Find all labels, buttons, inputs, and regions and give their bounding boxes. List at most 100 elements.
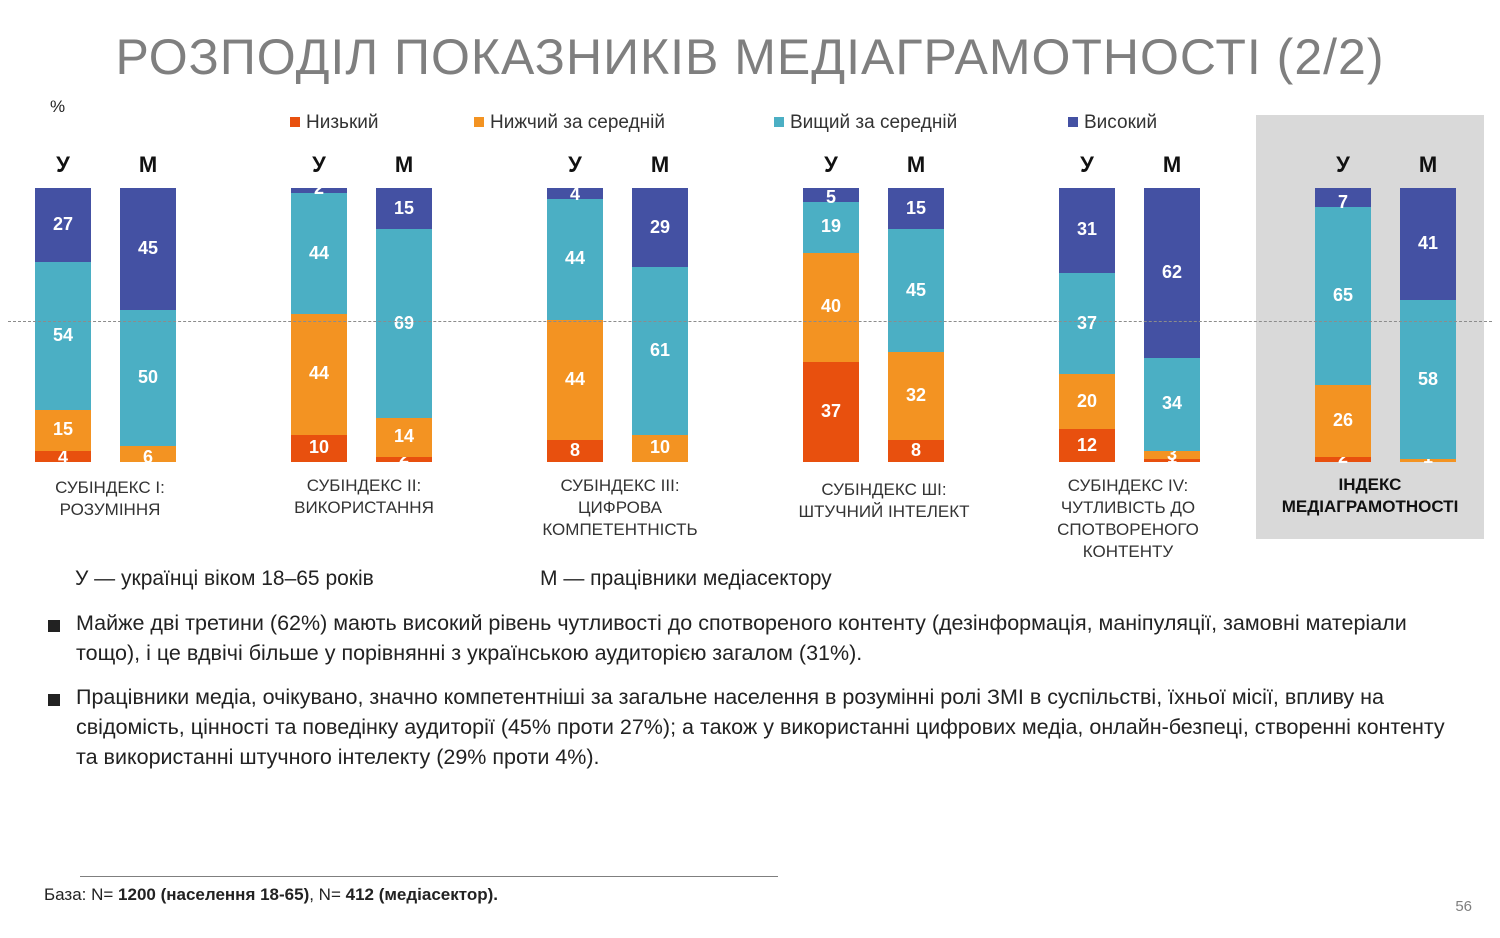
bar-segment-below-average (803, 253, 859, 362)
base-prefix: База: N= (44, 885, 119, 904)
legend-label-high: Високий (1084, 112, 1158, 133)
data-label: 50 (137, 366, 159, 387)
note-u: У — українці віком 18–65 років (75, 567, 374, 590)
bar-segment-below-average (1059, 374, 1115, 430)
data-label: 10 (649, 437, 671, 458)
bar-head-label: У (1080, 152, 1094, 177)
bar-segment-high (35, 188, 91, 262)
base-footnote: База: N= 1200 (населення 18-65), N= 412 … (44, 885, 498, 905)
legend-swatch-below-average (474, 117, 484, 127)
data-label: 26 (1332, 409, 1354, 430)
data-label: 2 (1337, 447, 1348, 467)
data-label: 65 (1332, 285, 1354, 306)
bar-segment-high (632, 188, 688, 268)
bar-head-label: М (394, 152, 414, 177)
data-label: 7 (1337, 192, 1348, 213)
data-label: 61 (649, 340, 671, 361)
bar-head-label: У (568, 152, 582, 177)
data-label: 44 (308, 363, 330, 384)
bar-segment-low (803, 361, 859, 462)
bar-segment-high (376, 188, 432, 230)
data-label: 10 (308, 437, 330, 458)
bar-segment-low (291, 434, 347, 462)
bar-segment-below-average (888, 352, 944, 441)
legend-item-below-average: Нижчий за середній (474, 112, 665, 134)
bar-segment-low (1315, 456, 1371, 462)
data-label: 8 (569, 440, 580, 461)
group-label: СУБІНДЕКС ІV: ЧУТЛИВІСТЬ ДО СПОТВОРЕНОГО… (1057, 476, 1199, 561)
legend-item-high: Високий (1068, 112, 1157, 134)
group-label: СУБІНДЕКС ІІІ: ЦИФРОВА КОМПЕТЕНТНІСТЬ (542, 476, 698, 539)
bar-head-label: М (1162, 152, 1182, 177)
bar-segment-low (35, 451, 91, 462)
bar-segment-low (1144, 459, 1200, 462)
bar-segment-low (888, 440, 944, 462)
bar-head-label: М (138, 152, 158, 177)
bar-segment-above-average (803, 201, 859, 254)
data-label: 37 (820, 400, 842, 421)
legend-swatch-low (290, 117, 300, 127)
bar-segment-low (1059, 429, 1115, 462)
bar-segment-above-average (547, 198, 603, 320)
bar-segment-below-average (1400, 459, 1456, 462)
data-label: 40 (820, 296, 842, 317)
bar-segment-high (120, 188, 176, 311)
bar-segment-below-average (1144, 451, 1200, 460)
data-label: 58 (1417, 368, 1439, 389)
data-label: 69 (393, 312, 415, 333)
bar-segment-above-average (1059, 272, 1115, 375)
group-label: ІНДЕКС МЕДІАГРАМОТНОСТІ (1281, 475, 1459, 516)
bar-head-label: У (56, 152, 70, 177)
data-label: 44 (564, 368, 586, 389)
data-label: 45 (905, 279, 927, 300)
bullet-marker-icon (48, 694, 60, 706)
bar-segment-above-average (35, 261, 91, 410)
data-label: 4 (57, 447, 68, 467)
bullet-text: Працівники медіа, очікувано, значно комп… (76, 685, 1445, 769)
footnote-rule (80, 876, 778, 877)
bar-segment-low (376, 456, 432, 462)
data-label: 3 (1166, 444, 1177, 465)
bar-segment-above-average (1400, 300, 1456, 460)
bar-segment-high (1315, 188, 1371, 208)
legend-label-below-average: Нижчий за середній (490, 112, 665, 133)
bar-segment-below-average (291, 314, 347, 435)
data-label: 2 (398, 447, 409, 467)
bullet-marker-icon (48, 620, 60, 632)
note-m: М — працівники медіасектору (540, 567, 832, 590)
data-label: 6 (142, 447, 153, 467)
data-label: 62 (1161, 261, 1183, 282)
data-label: 34 (1161, 393, 1183, 414)
bar-head-label: У (824, 152, 838, 177)
data-label: 32 (905, 385, 927, 406)
legend-swatch-above-average (774, 117, 784, 127)
bar-segment-above-average (1315, 207, 1371, 386)
bar-segment-below-average (35, 409, 91, 452)
base-sep: , N= (309, 885, 346, 904)
page-number: 56 (1455, 898, 1472, 915)
bar-head-label: М (1418, 152, 1438, 177)
group-label: СУБІНДЕКС ІІ: ВИКОРИСТАННЯ (294, 476, 434, 517)
bar-segment-high (547, 188, 603, 199)
bar-segment-below-average (376, 418, 432, 457)
bar-segment-above-average (632, 267, 688, 435)
bar-segment-high (803, 188, 859, 202)
data-label: 15 (905, 197, 927, 218)
bar-head-label: У (1336, 152, 1350, 177)
bar-segment-below-average (632, 434, 688, 462)
legend-swatch-high (1068, 117, 1078, 127)
data-label: 12 (1076, 434, 1098, 455)
base-n2: 412 (медіасектор). (345, 885, 499, 904)
legend-label-above-average: Вищий за середній (790, 112, 958, 133)
data-label: 44 (308, 242, 330, 263)
data-label: 54 (52, 324, 74, 345)
bar-segment-above-average (291, 193, 347, 315)
bar-segment-low (547, 440, 603, 462)
data-label: 37 (1076, 312, 1098, 333)
data-label: 15 (52, 419, 74, 440)
bar-segment-high (291, 188, 347, 194)
bar-segment-high (888, 188, 944, 230)
data-label: 27 (52, 213, 74, 234)
midline-dashed (8, 321, 1492, 322)
bar-segment-high (1400, 188, 1456, 301)
